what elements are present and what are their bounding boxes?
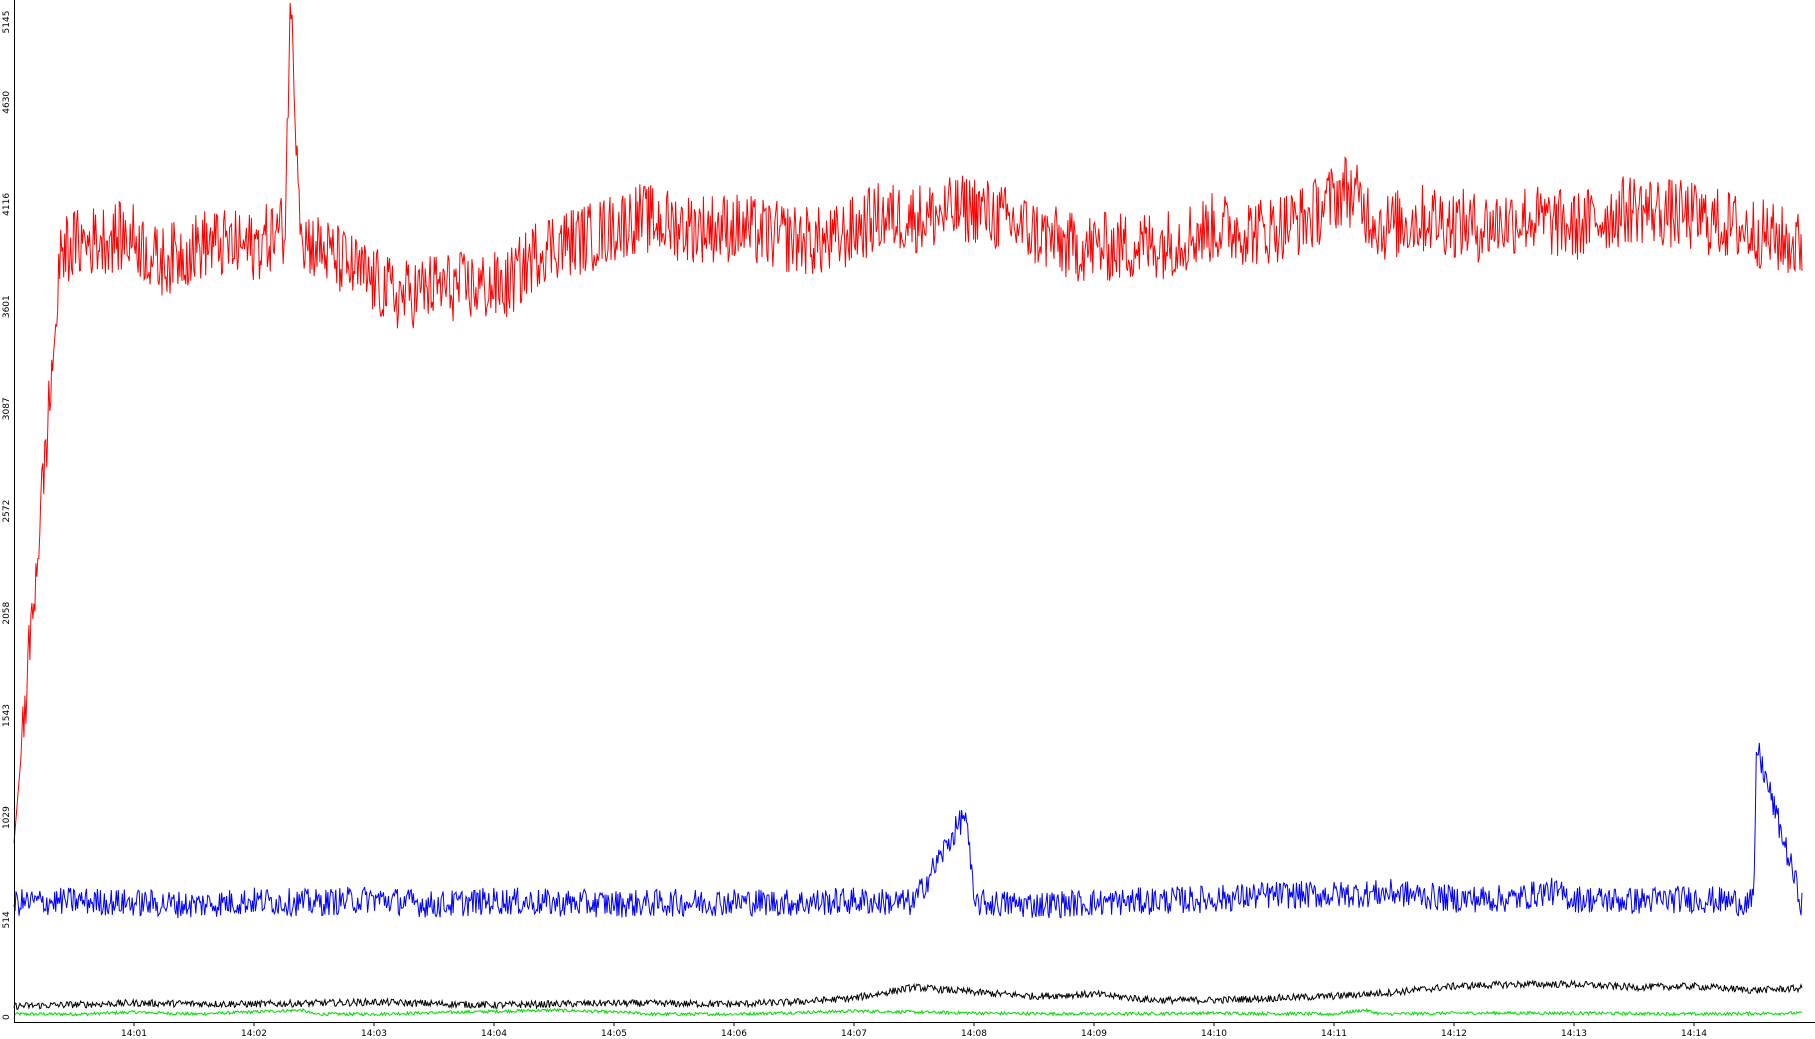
x-tick-label: 14:01 — [121, 1029, 147, 1039]
x-tick-label: 14:08 — [961, 1029, 987, 1039]
series-line-3 — [13, 1007, 1803, 1017]
y-tick-label: 4116 — [2, 193, 12, 216]
x-tick-label: 14:03 — [361, 1029, 387, 1039]
x-tick-label: 14:12 — [1441, 1029, 1467, 1039]
y-tick-label: 5145 — [2, 11, 12, 34]
x-tick-label: 14:06 — [721, 1029, 747, 1039]
x-tick-label: 14:09 — [1081, 1029, 1107, 1039]
y-tick-label: 1543 — [2, 704, 12, 727]
y-tick-label: 4630 — [2, 91, 12, 114]
x-tick-label: 14:02 — [241, 1029, 267, 1039]
x-tick-labels: 14:01 14:02 14:03 14:04 14:05 14:06 14:07 14:08… — [121, 1022, 1707, 1039]
y-tick-label: 514 — [2, 911, 12, 928]
series-line-1 — [13, 742, 1803, 919]
x-tick-label: 14:14 — [1681, 1029, 1707, 1039]
x-tick-label: 14:13 — [1561, 1029, 1587, 1039]
series-line-2 — [13, 979, 1803, 1011]
axes-layer — [14, 0, 1815, 1023]
y-tick-label: 2058 — [2, 601, 12, 624]
y-tick-label: 1029 — [2, 806, 12, 829]
x-tick-label: 14:10 — [1201, 1029, 1227, 1039]
x-tick-label: 14:05 — [601, 1029, 627, 1039]
y-tick-label: 0 — [2, 1014, 12, 1020]
y-tick-label: 3601 — [2, 295, 12, 318]
x-tick-label: 14:07 — [841, 1029, 867, 1039]
y-tick-labels: 0 514 1029 1543 2058 2572 3087 3601 4116 4630 5145 — [2, 11, 12, 1020]
series-layer — [13, 2, 1803, 1017]
x-tick-label: 14:04 — [481, 1029, 507, 1039]
y-tick-label: 2572 — [2, 500, 12, 523]
y-tick-label: 3087 — [2, 397, 12, 420]
x-tick-label: 14:11 — [1321, 1029, 1347, 1039]
series-line-0 — [13, 2, 1803, 844]
